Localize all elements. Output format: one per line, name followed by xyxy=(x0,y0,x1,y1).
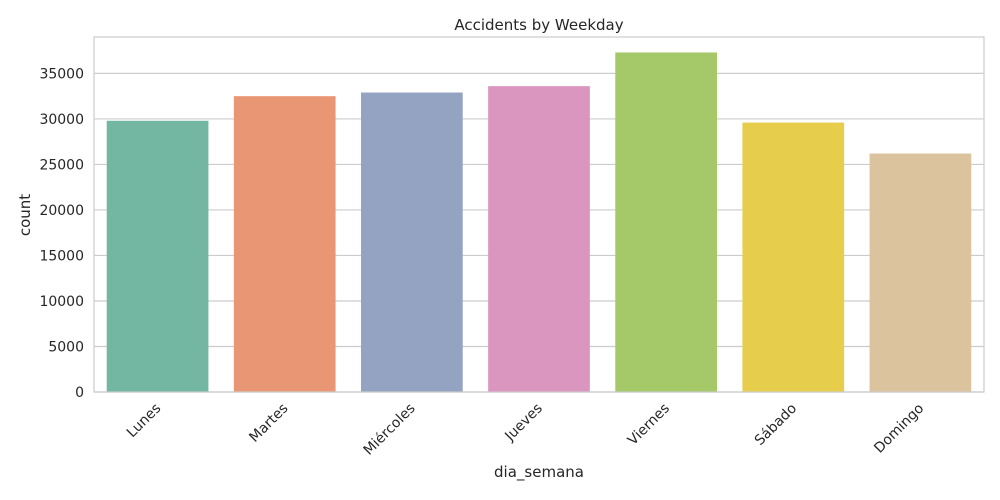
y-tick-label: 35000 xyxy=(39,66,84,82)
x-tick-label: Sábado xyxy=(752,401,800,449)
x-tick-label: Miércoles xyxy=(361,401,419,459)
y-tick-label: 20000 xyxy=(39,203,84,219)
y-axis-title: count xyxy=(16,194,34,236)
bars xyxy=(106,52,972,393)
bar-viernes xyxy=(615,52,717,392)
bar-miércoles xyxy=(361,92,463,393)
y-tick-label: 15000 xyxy=(39,248,84,264)
y-tick-label: 10000 xyxy=(39,294,84,310)
y-tick-label: 30000 xyxy=(39,112,84,128)
y-tick-label: 5000 xyxy=(48,339,84,355)
x-tick-label: Martes xyxy=(246,401,291,446)
y-tick-labels: 0 5000 10000 15000 20000 25000 30000 35000 xyxy=(39,66,84,401)
bar-sábado xyxy=(742,122,845,393)
bar-lunes xyxy=(106,120,209,392)
bar-domingo xyxy=(869,153,972,392)
x-tick-labels: Lunes Martes Miércoles Jueves Viernes Sábado D… xyxy=(124,401,927,459)
x-tick-label: Viernes xyxy=(625,401,673,449)
x-axis-title: dia_semana xyxy=(494,463,584,482)
x-tick-label: Domingo xyxy=(871,401,927,457)
bar-jueves xyxy=(488,86,590,393)
bar-martes xyxy=(233,96,336,393)
chart-title: Accidents by Weekday xyxy=(454,16,623,34)
x-tick-label: Jueves xyxy=(501,401,545,445)
x-tick-label: Lunes xyxy=(124,401,164,441)
plot-frame xyxy=(93,36,985,393)
y-tick-label: 0 xyxy=(75,385,84,401)
y-tick-label: 25000 xyxy=(39,157,84,173)
